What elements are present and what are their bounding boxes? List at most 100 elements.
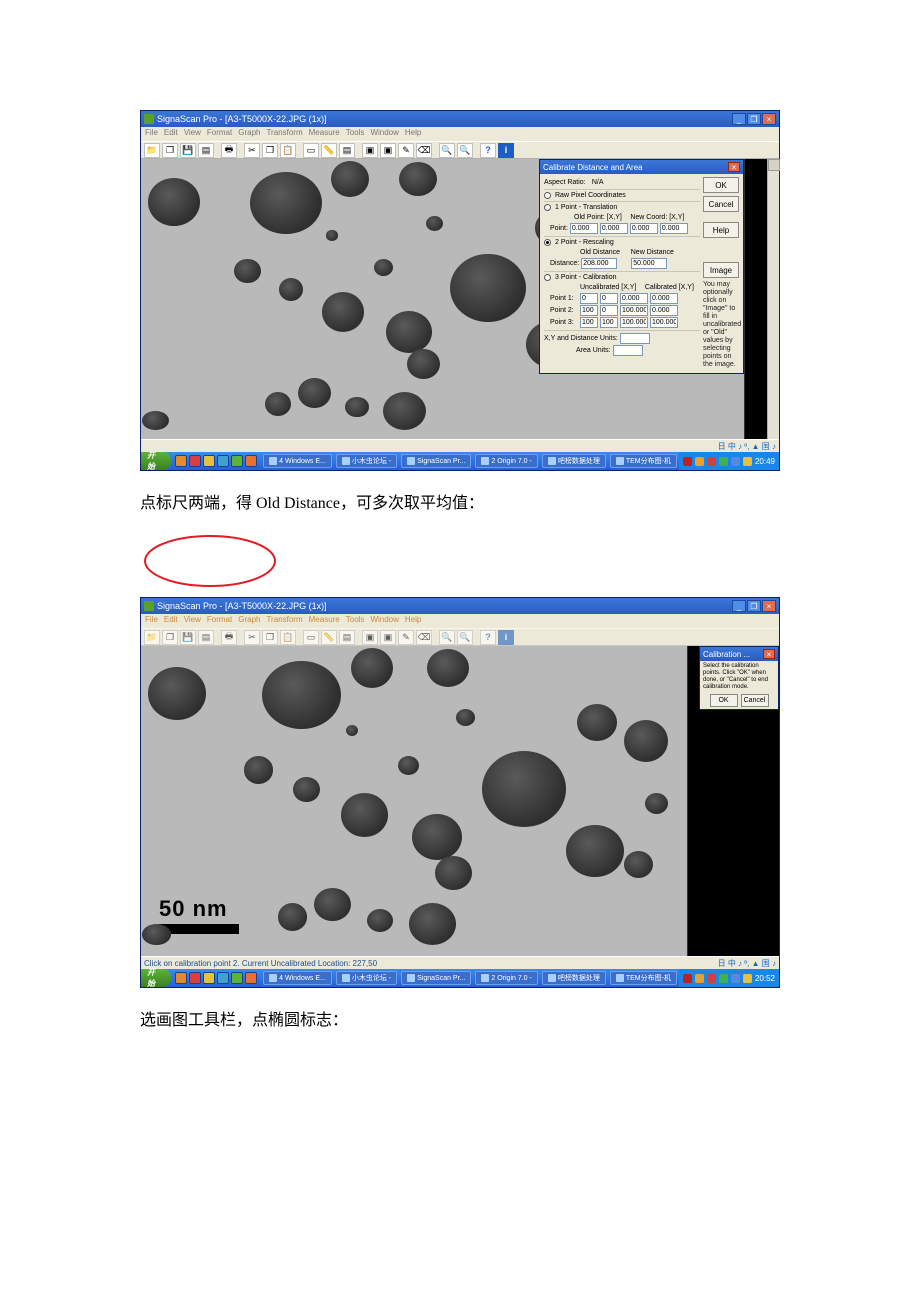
menu-graph[interactable]: Graph <box>238 128 260 140</box>
p1-newx[interactable] <box>630 223 658 234</box>
taskbar-item[interactable]: TEM分布图-机 <box>610 971 677 985</box>
tray-icon[interactable] <box>731 457 740 466</box>
taskbar-item[interactable]: SignaScan Pr... <box>401 454 471 468</box>
taskbar-item[interactable]: 小木虫论坛 - <box>336 454 397 468</box>
tool-copy-icon[interactable]: ❐ <box>162 630 178 645</box>
taskbar-item[interactable]: SignaScan Pr... <box>401 971 471 985</box>
taskbar-item[interactable]: TEM分布图-机 <box>610 454 677 468</box>
cancel-button[interactable]: Cancel <box>703 196 739 212</box>
scroll-up-icon[interactable] <box>768 159 780 171</box>
tool-b-icon[interactable]: ▣ <box>380 143 396 158</box>
p1-oldy[interactable] <box>600 223 628 234</box>
tool-rect-icon[interactable]: ▭ <box>303 630 319 645</box>
p3r3-cy[interactable] <box>650 317 678 328</box>
cal-cancel-button[interactable]: Cancel <box>741 694 769 707</box>
dialog-close-button[interactable]: × <box>728 162 740 172</box>
new-distance-input[interactable] <box>631 258 667 269</box>
tray-icon[interactable] <box>683 974 692 983</box>
menu-transform[interactable]: Transform <box>266 615 302 627</box>
tray-icon[interactable] <box>719 974 728 983</box>
maximize-button[interactable]: ❐ <box>747 600 761 612</box>
tool-info-icon[interactable]: i <box>498 630 514 645</box>
ql-icon[interactable] <box>217 455 229 467</box>
ql-icon[interactable] <box>231 972 243 984</box>
menu-tools[interactable]: Tools <box>346 128 365 140</box>
tool-a-icon[interactable]: ▣ <box>362 630 378 645</box>
tool-notes-icon[interactable]: ▤ <box>339 630 355 645</box>
p2-radio[interactable] <box>544 239 551 246</box>
old-distance-input[interactable] <box>581 258 617 269</box>
tool-export-icon[interactable]: ▤ <box>198 143 214 158</box>
help-button[interactable]: Help <box>703 222 739 238</box>
tool-info-icon[interactable]: i <box>498 143 514 158</box>
tool-erase-icon[interactable]: ⌫ <box>416 630 432 645</box>
ql-icon[interactable] <box>231 455 243 467</box>
menu-edit[interactable]: Edit <box>164 128 178 140</box>
tray-icon[interactable] <box>707 974 716 983</box>
p1-oldx[interactable] <box>570 223 598 234</box>
menu-measure[interactable]: Measure <box>309 128 340 140</box>
tool-zoomout-icon[interactable]: 🔍 <box>457 143 473 158</box>
tray-icon[interactable] <box>731 974 740 983</box>
menu-file[interactable]: File <box>145 128 158 140</box>
taskbar-item[interactable]: 小木虫论坛 - <box>336 971 397 985</box>
tool-export-icon[interactable]: ▤ <box>198 630 214 645</box>
menu-view[interactable]: View <box>184 615 201 627</box>
menu-format[interactable]: Format <box>207 128 232 140</box>
tool-help-icon[interactable]: ? <box>480 630 496 645</box>
tray-icon[interactable] <box>695 974 704 983</box>
tool-print-icon[interactable]: 🖶 <box>221 630 237 645</box>
tool-zoomin-icon[interactable]: 🔍 <box>439 630 455 645</box>
menu-file[interactable]: File <box>145 615 158 627</box>
p1-radio[interactable] <box>544 204 551 211</box>
p3r2-uy[interactable] <box>600 305 618 316</box>
tool-paste-icon[interactable]: 📋 <box>280 630 296 645</box>
menu-help[interactable]: Help <box>405 615 421 627</box>
tool-cut-icon[interactable]: ✂ <box>244 630 260 645</box>
tool-cut-icon[interactable]: ✂ <box>244 143 260 158</box>
close-button[interactable]: × <box>762 600 776 612</box>
xy-units-input[interactable] <box>620 333 650 344</box>
tool-help-icon[interactable]: ? <box>480 143 496 158</box>
tool-copy-icon[interactable]: ❐ <box>162 143 178 158</box>
ql-icon[interactable] <box>245 455 257 467</box>
p3r3-ux[interactable] <box>580 317 598 328</box>
menu-help[interactable]: Help <box>405 128 421 140</box>
ql-icon[interactable] <box>203 455 215 467</box>
tool-zoomout-icon[interactable]: 🔍 <box>457 630 473 645</box>
maximize-button[interactable]: ❐ <box>747 113 761 125</box>
p3r1-cy[interactable] <box>650 293 678 304</box>
ql-icon[interactable] <box>245 972 257 984</box>
menu-window[interactable]: Window <box>370 615 398 627</box>
p3r1-uy[interactable] <box>600 293 618 304</box>
menu-graph[interactable]: Graph <box>238 615 260 627</box>
taskbar-item[interactable]: 2 Origin 7.0 - <box>475 971 537 985</box>
tool-copy2-icon[interactable]: ❐ <box>262 143 278 158</box>
menu-transform[interactable]: Transform <box>266 128 302 140</box>
cal-close-button[interactable]: × <box>763 649 775 659</box>
tool-a-icon[interactable]: ▣ <box>362 143 378 158</box>
taskbar-item[interactable]: 4 Windows E... <box>263 454 332 468</box>
ql-icon[interactable] <box>189 455 201 467</box>
tray-icon[interactable] <box>743 974 752 983</box>
tool-zoomin-icon[interactable]: 🔍 <box>439 143 455 158</box>
image-canvas[interactable]: 50 nm <box>141 646 687 956</box>
tool-open-icon[interactable]: 📁 <box>144 143 160 158</box>
p1-newy[interactable] <box>660 223 688 234</box>
tool-erase-icon[interactable]: ⌫ <box>416 143 432 158</box>
menu-view[interactable]: View <box>184 128 201 140</box>
p3r1-cx[interactable] <box>620 293 648 304</box>
tool-b-icon[interactable]: ▣ <box>380 630 396 645</box>
tray-icon[interactable] <box>707 457 716 466</box>
p3r3-uy[interactable] <box>600 317 618 328</box>
raw-radio[interactable] <box>544 192 551 199</box>
menu-window[interactable]: Window <box>370 128 398 140</box>
p3r2-cx[interactable] <box>620 305 648 316</box>
tool-save-icon[interactable]: 💾 <box>180 630 196 645</box>
area-units-input[interactable] <box>613 345 643 356</box>
scrollbar[interactable] <box>767 159 779 439</box>
menu-edit[interactable]: Edit <box>164 615 178 627</box>
tool-open-icon[interactable]: 📁 <box>144 630 160 645</box>
p3r2-ux[interactable] <box>580 305 598 316</box>
image-button[interactable]: Image <box>703 262 739 278</box>
